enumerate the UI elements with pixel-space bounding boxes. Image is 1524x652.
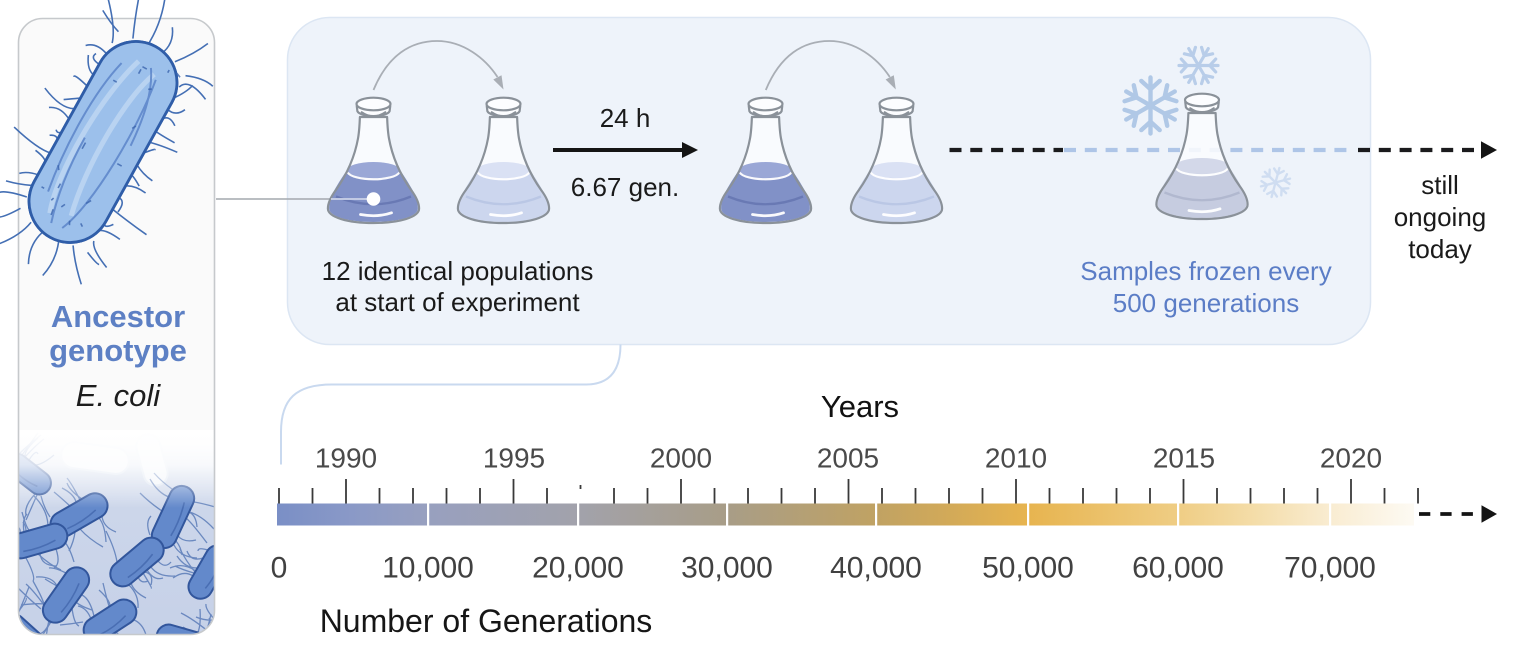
svg-text:1990: 1990 (315, 443, 377, 474)
svg-text:at start of experiment: at start of experiment (335, 287, 580, 317)
svg-text:30,000: 30,000 (681, 552, 773, 585)
svg-text:2000: 2000 (650, 443, 712, 474)
svg-text:24 h: 24 h (600, 103, 651, 133)
svg-text:E. coli: E. coli (76, 378, 162, 413)
svg-text:ongoing: ongoing (1394, 202, 1487, 232)
svg-text:1995: 1995 (483, 443, 545, 474)
svg-text:60,000: 60,000 (1132, 552, 1224, 585)
svg-text:40,000: 40,000 (830, 552, 922, 585)
svg-text:still: still (1421, 170, 1459, 200)
svg-text:70,000: 70,000 (1284, 552, 1376, 585)
svg-text:2015: 2015 (1153, 443, 1215, 474)
svg-text:50,000: 50,000 (982, 552, 1074, 585)
svg-text:2005: 2005 (817, 443, 879, 474)
svg-text:500 generations: 500 generations (1113, 288, 1299, 318)
svg-text:2010: 2010 (985, 443, 1047, 474)
svg-text:2020: 2020 (1320, 443, 1382, 474)
svg-text:genotype: genotype (49, 333, 187, 368)
svg-text:Ancestor: Ancestor (51, 299, 185, 334)
svg-text:Samples frozen every: Samples frozen every (1080, 256, 1331, 286)
svg-text:Number of Generations: Number of Generations (320, 603, 653, 639)
svg-text:today: today (1408, 234, 1472, 264)
svg-text:Years: Years (821, 389, 899, 424)
svg-text:0: 0 (271, 552, 288, 585)
svg-text:12 identical populations: 12 identical populations (322, 256, 594, 286)
svg-text:6.67 gen.: 6.67 gen. (571, 172, 679, 202)
svg-text:20,000: 20,000 (532, 552, 624, 585)
svg-text:10,000: 10,000 (382, 552, 474, 585)
